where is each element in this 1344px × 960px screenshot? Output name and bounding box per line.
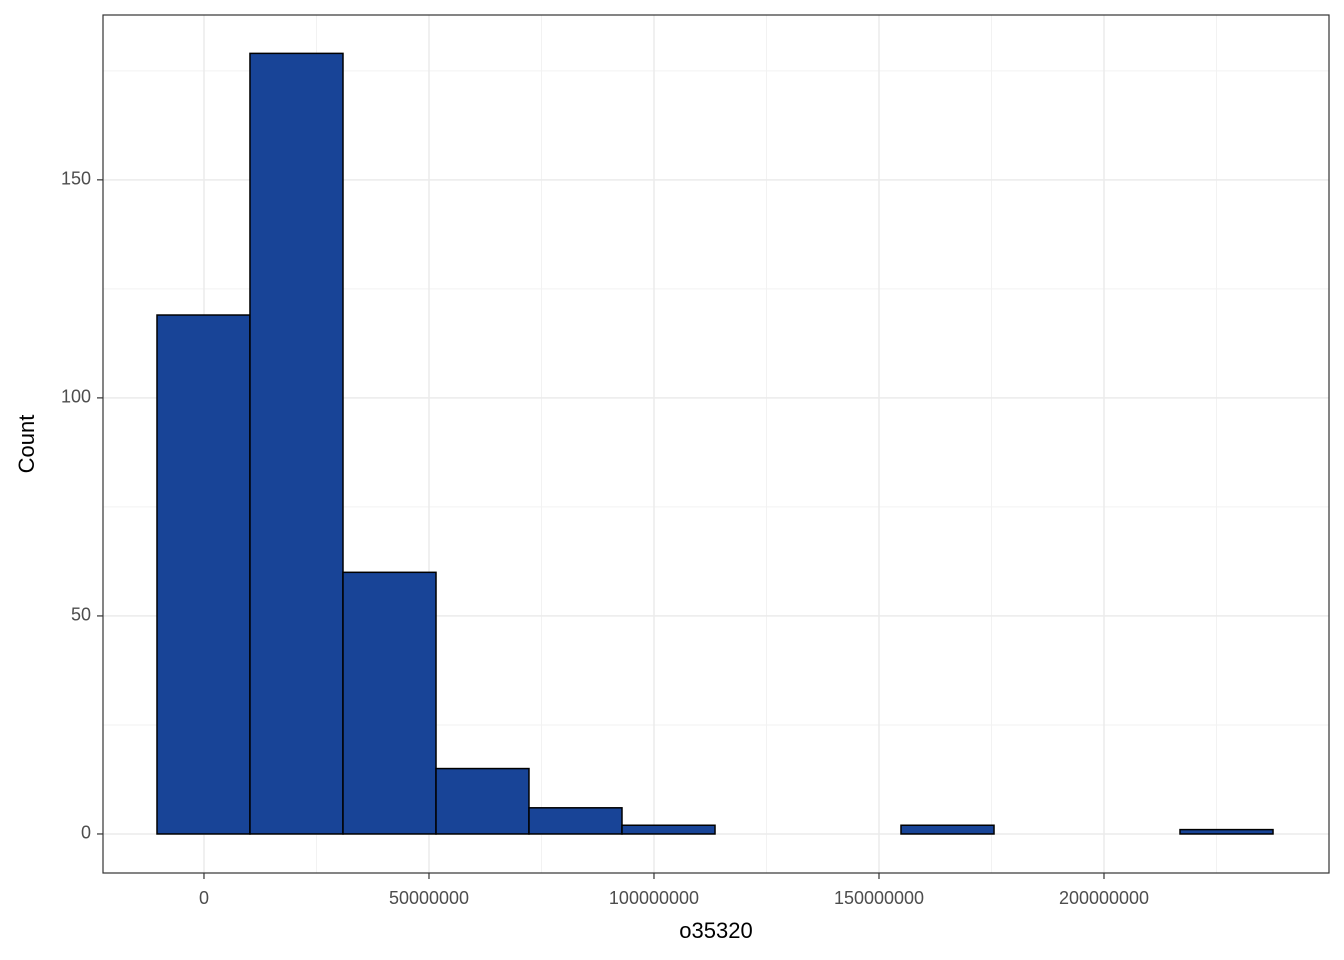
bar: [528, 807, 623, 835]
bar: [435, 767, 530, 835]
bar: [1179, 828, 1274, 835]
x-axis-title: o35320: [679, 918, 752, 943]
x-tick-label: 150000000: [834, 888, 924, 908]
plot-border: [102, 14, 1330, 874]
y-tick-label: 100: [61, 387, 91, 407]
y-tick-label: 150: [61, 169, 91, 189]
y-tick-label: 50: [71, 605, 91, 625]
bar: [156, 314, 251, 835]
x-tick-label: 0: [199, 888, 209, 908]
bar: [900, 824, 995, 835]
bar: [249, 52, 344, 835]
x-tick-label: 50000000: [389, 888, 469, 908]
bar: [342, 571, 437, 835]
y-tick-label: 0: [81, 823, 91, 843]
x-tick-label: 200000000: [1059, 888, 1149, 908]
x-tick-label: 100000000: [609, 888, 699, 908]
bar: [621, 824, 716, 835]
y-axis-title: Count: [14, 415, 39, 474]
